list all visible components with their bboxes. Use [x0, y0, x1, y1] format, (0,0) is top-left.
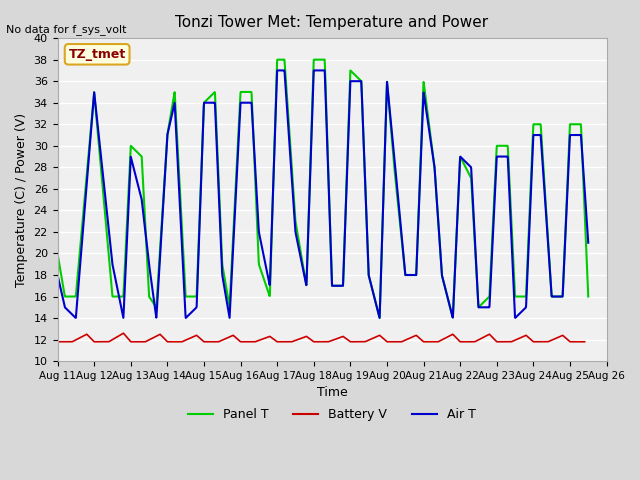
- Air T: [472, 257, 480, 263]
- Battery V: [566, 338, 573, 344]
- Battery V: [81, 333, 88, 338]
- Panel T: [376, 315, 383, 321]
- Panel T: [570, 121, 577, 127]
- Y-axis label: Temperature (C) / Power (V): Temperature (C) / Power (V): [15, 113, 28, 287]
- Battery V: [580, 339, 588, 345]
- Title: Tonzi Tower Met: Temperature and Power: Tonzi Tower Met: Temperature and Power: [175, 15, 488, 30]
- Line: Battery V: Battery V: [58, 333, 584, 342]
- Battery V: [54, 339, 61, 345]
- Air T: [54, 272, 61, 278]
- Panel T: [584, 294, 592, 300]
- Air T: [182, 315, 189, 321]
- Panel T: [81, 195, 88, 201]
- Panel T: [54, 251, 61, 256]
- Air T: [298, 262, 306, 267]
- Air T: [81, 207, 88, 213]
- Text: TZ_tmet: TZ_tmet: [68, 48, 125, 61]
- Panel T: [570, 121, 577, 127]
- Line: Panel T: Panel T: [58, 60, 588, 318]
- X-axis label: Time: Time: [317, 386, 348, 399]
- Panel T: [312, 57, 320, 62]
- Panel T: [273, 57, 281, 62]
- Panel T: [298, 256, 306, 262]
- Air T: [312, 68, 320, 73]
- Battery V: [566, 338, 573, 344]
- Text: No data for f_sys_volt: No data for f_sys_volt: [6, 24, 127, 35]
- Legend: Panel T, Battery V, Air T: Panel T, Battery V, Air T: [183, 403, 481, 426]
- Battery V: [120, 330, 127, 336]
- Line: Air T: Air T: [58, 71, 588, 318]
- Panel T: [472, 260, 480, 266]
- Battery V: [296, 336, 304, 342]
- Air T: [273, 68, 281, 73]
- Battery V: [310, 339, 318, 345]
- Battery V: [469, 339, 477, 345]
- Air T: [570, 132, 577, 138]
- Air T: [570, 132, 577, 138]
- Air T: [584, 240, 592, 246]
